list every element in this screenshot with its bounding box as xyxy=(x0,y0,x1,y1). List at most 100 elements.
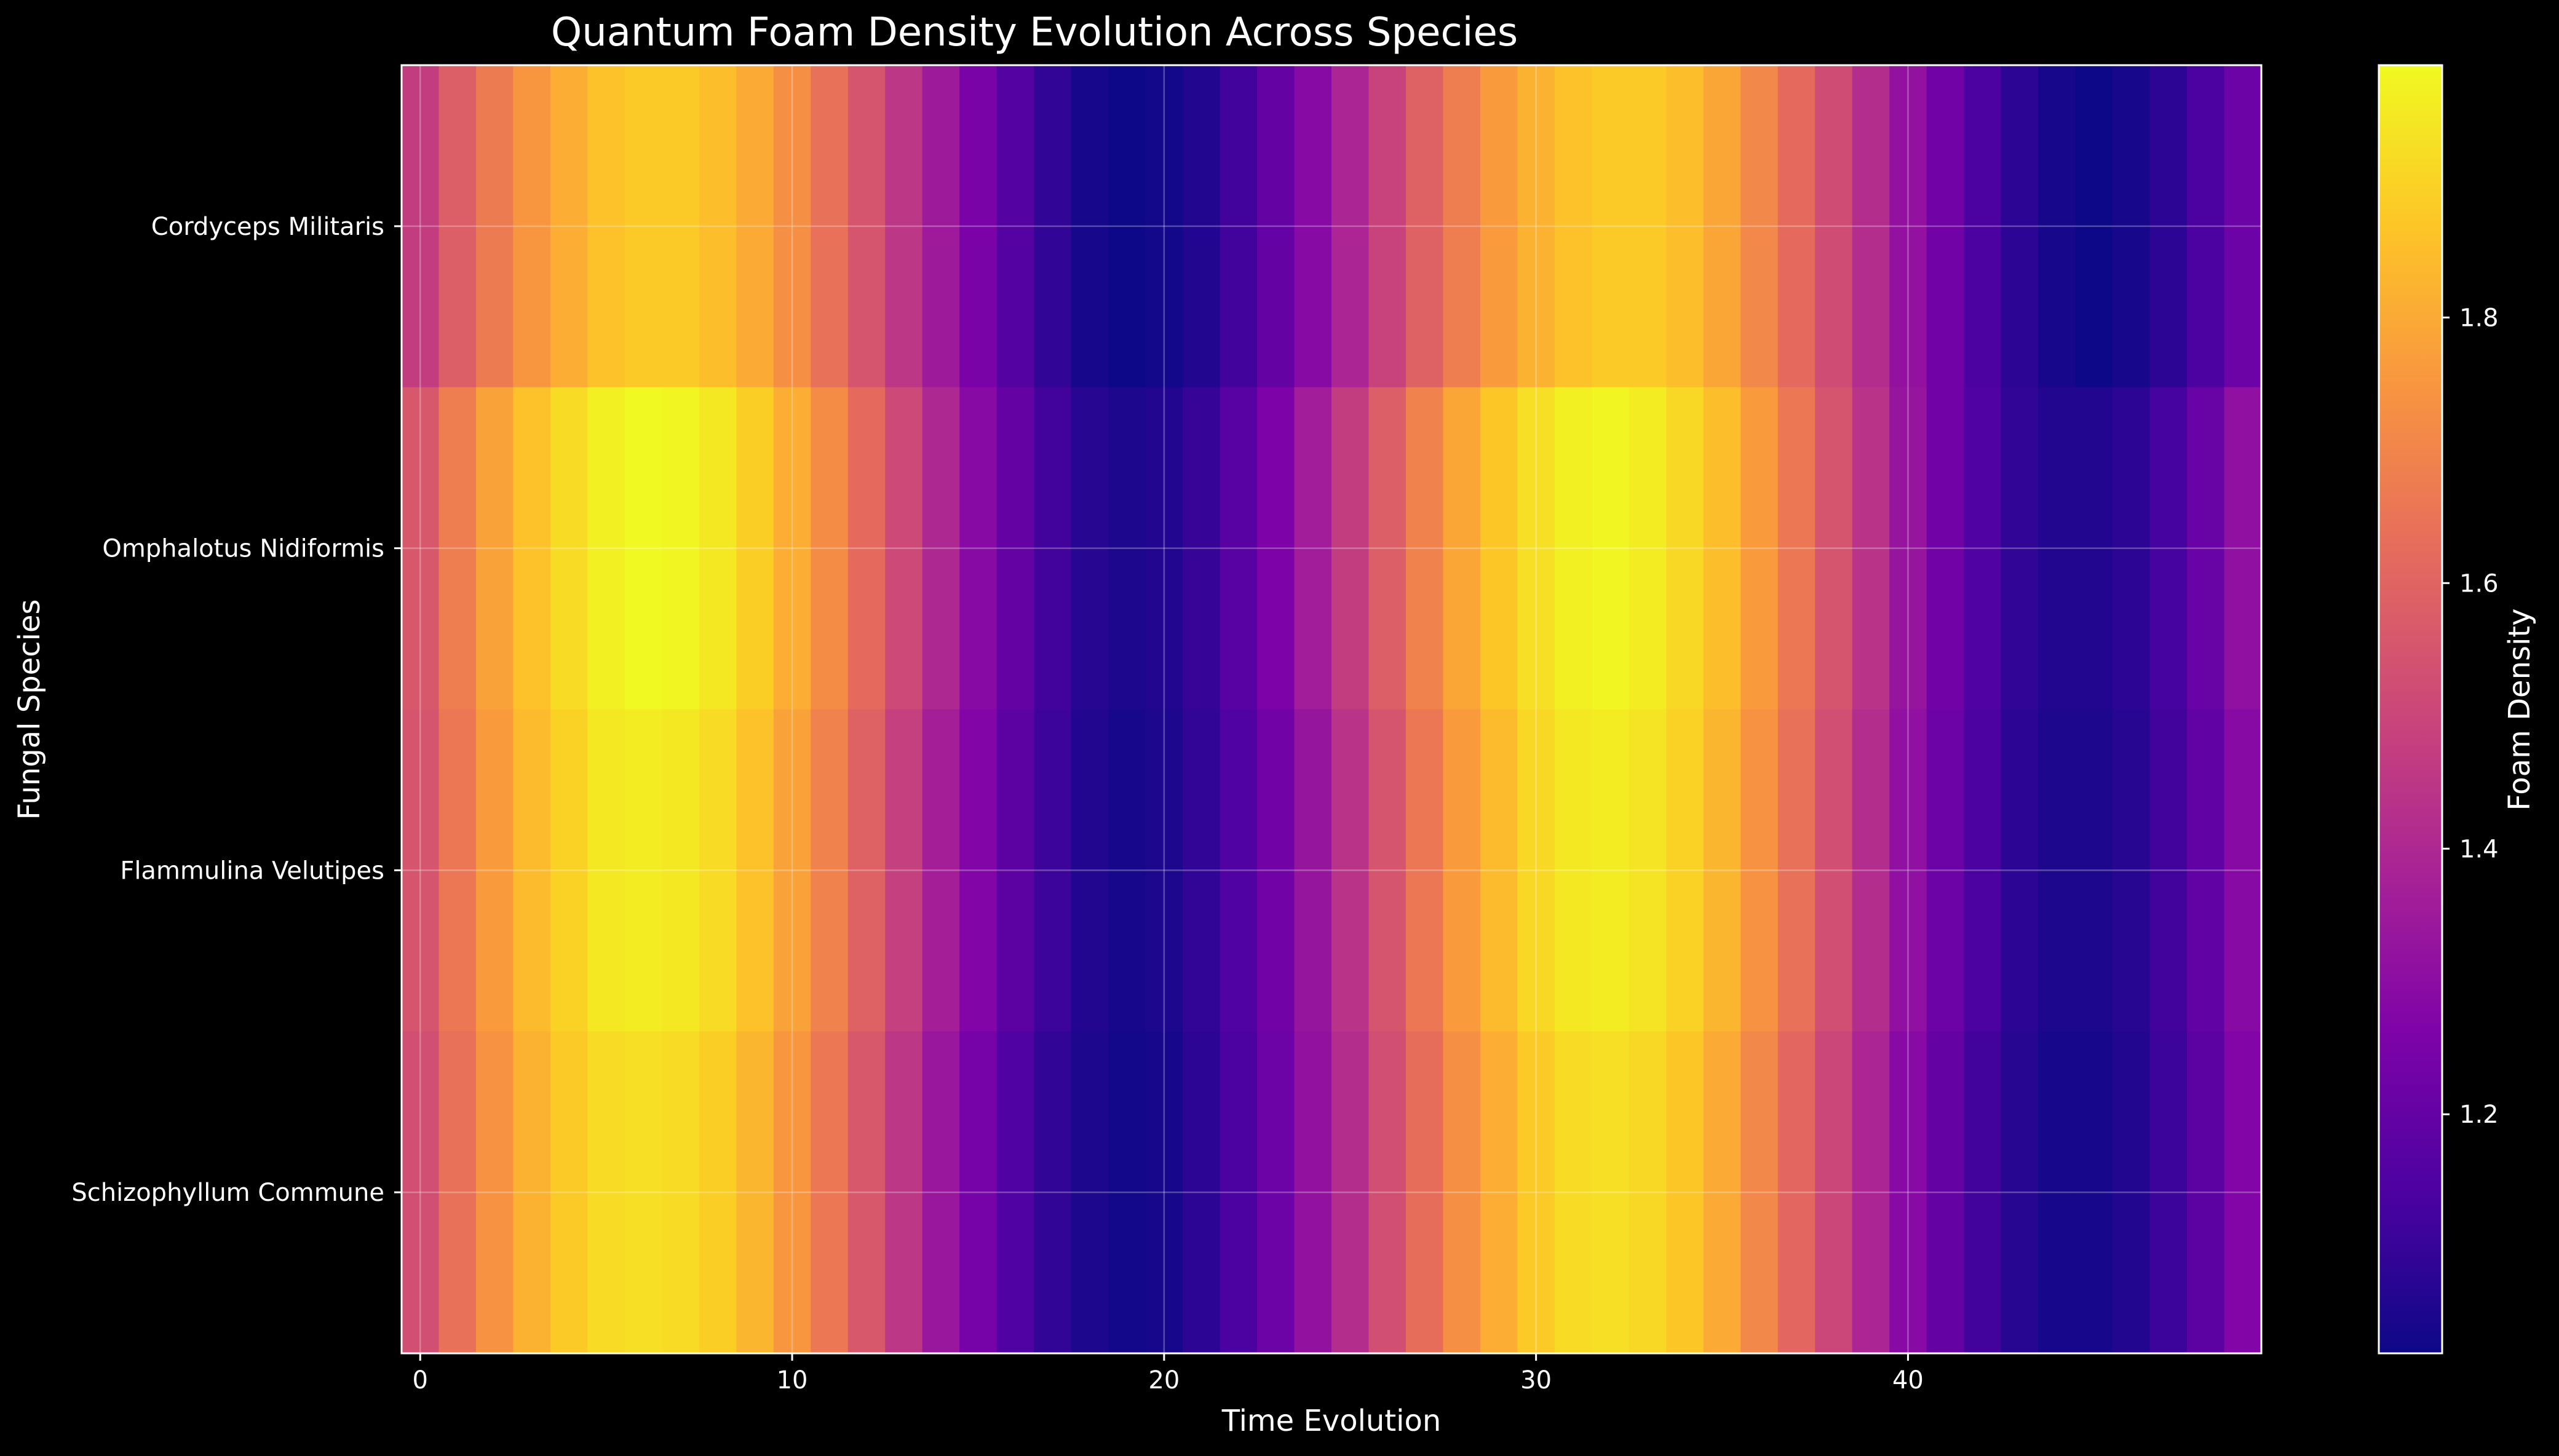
heatmap-cell xyxy=(402,709,440,1032)
heatmap-cell xyxy=(996,65,1034,388)
heatmap-cell xyxy=(2149,387,2188,710)
heatmap-cell xyxy=(1740,65,1779,388)
colorbar-tick-label: 1.4 xyxy=(2459,835,2499,863)
heatmap-cell xyxy=(513,65,551,388)
heatmap-cell xyxy=(959,709,998,1032)
heatmap-cell xyxy=(1926,1031,1964,1354)
heatmap-cell xyxy=(1443,65,1481,388)
heatmap-cell xyxy=(1592,1031,1630,1354)
heatmap-cell xyxy=(2224,1031,2262,1354)
heatmap-cell xyxy=(550,1031,589,1354)
heatmap-cell xyxy=(773,387,812,710)
heatmap-cell xyxy=(699,1031,737,1354)
heatmap-cell xyxy=(1145,1031,1183,1354)
heatmap-cell xyxy=(1443,387,1481,710)
heatmap-cell xyxy=(2038,65,2076,388)
heatmap-cell xyxy=(1926,709,1964,1032)
heatmap-cell xyxy=(2224,709,2262,1032)
heatmap-cell xyxy=(1629,709,1667,1032)
heatmap-cell xyxy=(550,387,589,710)
heatmap-cell xyxy=(1108,387,1146,710)
heatmap-cell xyxy=(811,709,849,1032)
colorbar-ticks: 1.2 1.4 1.6 1.8 xyxy=(2442,304,2499,1129)
heatmap-cell xyxy=(2113,65,2151,388)
heatmap-cell xyxy=(1071,387,1109,710)
heatmap-cell xyxy=(1405,1031,1444,1354)
heatmap-cell xyxy=(1740,387,1779,710)
heatmap-cell xyxy=(1852,1031,1890,1354)
heatmap-cell xyxy=(1964,65,2002,388)
heatmap-cell xyxy=(438,387,477,710)
heatmap-cell xyxy=(2113,709,2151,1032)
heatmap-cell xyxy=(475,387,514,710)
heatmap-cell xyxy=(736,387,774,710)
heatmap-cell xyxy=(1331,709,1370,1032)
heatmap-cell xyxy=(847,1031,886,1354)
heatmap-cell xyxy=(811,1031,849,1354)
heatmap-cell xyxy=(1257,1031,1295,1354)
heatmap-cell xyxy=(662,1031,700,1354)
heatmap-cell xyxy=(2224,65,2262,388)
heatmap-cell xyxy=(1257,65,1295,388)
heatmap-cell xyxy=(1815,65,1853,388)
heatmap-cell xyxy=(1926,65,1964,388)
y-axis-ticks: Cordyceps Militaris Omphalotus Nidiformis… xyxy=(71,213,402,1207)
heatmap-cell xyxy=(699,709,737,1032)
heatmap-cell xyxy=(1703,709,1742,1032)
heatmap-cell xyxy=(1777,709,1816,1032)
heatmap-cell xyxy=(1480,387,1518,710)
heatmap-cell xyxy=(885,1031,923,1354)
heatmap-cell xyxy=(996,387,1034,710)
heatmap-cell xyxy=(885,387,923,710)
heatmap-cell xyxy=(1592,709,1630,1032)
heatmap-cell xyxy=(1777,1031,1816,1354)
x-axis-ticks: 0 10 20 30 40 xyxy=(413,1353,1924,1395)
heatmap-cell xyxy=(587,1031,625,1354)
heatmap-cell xyxy=(1071,65,1109,388)
heatmap-cell xyxy=(1629,387,1667,710)
heatmap-cell xyxy=(1034,1031,1072,1354)
heatmap-cell xyxy=(1183,387,1221,710)
heatmap-cell xyxy=(1145,709,1183,1032)
heatmap-cell xyxy=(438,65,477,388)
heatmap-cell xyxy=(402,387,440,710)
heatmap-cell xyxy=(475,709,514,1032)
heatmap-cell xyxy=(2038,1031,2076,1354)
heatmap-cell xyxy=(2038,387,2076,710)
heatmap-cell xyxy=(1926,387,1964,710)
heatmap-cell xyxy=(1815,709,1853,1032)
colorbar-tick-label: 1.2 xyxy=(2459,1101,2499,1129)
heatmap-cell xyxy=(885,65,923,388)
heatmap-cell xyxy=(1220,1031,1258,1354)
heatmap-cell xyxy=(1592,65,1630,388)
heatmap-cell xyxy=(1703,387,1742,710)
heatmap-cell xyxy=(959,387,998,710)
heatmap-cell xyxy=(811,387,849,710)
heatmap-cell xyxy=(438,709,477,1032)
heatmap-cell xyxy=(1740,1031,1779,1354)
heatmap-cell xyxy=(2187,1031,2225,1354)
heatmap-cell xyxy=(1666,65,1704,388)
heatmap-cell xyxy=(1777,387,1816,710)
colorbar-tick-label: 1.6 xyxy=(2459,569,2499,598)
heatmap-cell xyxy=(736,709,774,1032)
heatmap-cell xyxy=(1666,709,1704,1032)
heatmap-cell xyxy=(1889,1031,1927,1354)
heatmap-cell xyxy=(1554,387,1593,710)
heatmap-cell xyxy=(922,709,960,1032)
heatmap-cell xyxy=(1405,65,1444,388)
heatmap-cell xyxy=(1629,65,1667,388)
heatmap-cell xyxy=(1257,387,1295,710)
heatmap-cell xyxy=(2001,709,2039,1032)
heatmap-cell xyxy=(2001,387,2039,710)
heatmap-cell xyxy=(2187,65,2225,388)
y-tick-label: Flammulina Velutipes xyxy=(120,857,384,885)
heatmap-cell xyxy=(1517,65,1555,388)
x-tick-label: 0 xyxy=(413,1366,428,1395)
heatmap-cell xyxy=(2113,387,2151,710)
heatmap-cell xyxy=(1368,1031,1406,1354)
x-tick-label: 40 xyxy=(1892,1366,1924,1395)
heatmap-cell xyxy=(1108,709,1146,1032)
x-tick-label: 20 xyxy=(1148,1366,1180,1395)
